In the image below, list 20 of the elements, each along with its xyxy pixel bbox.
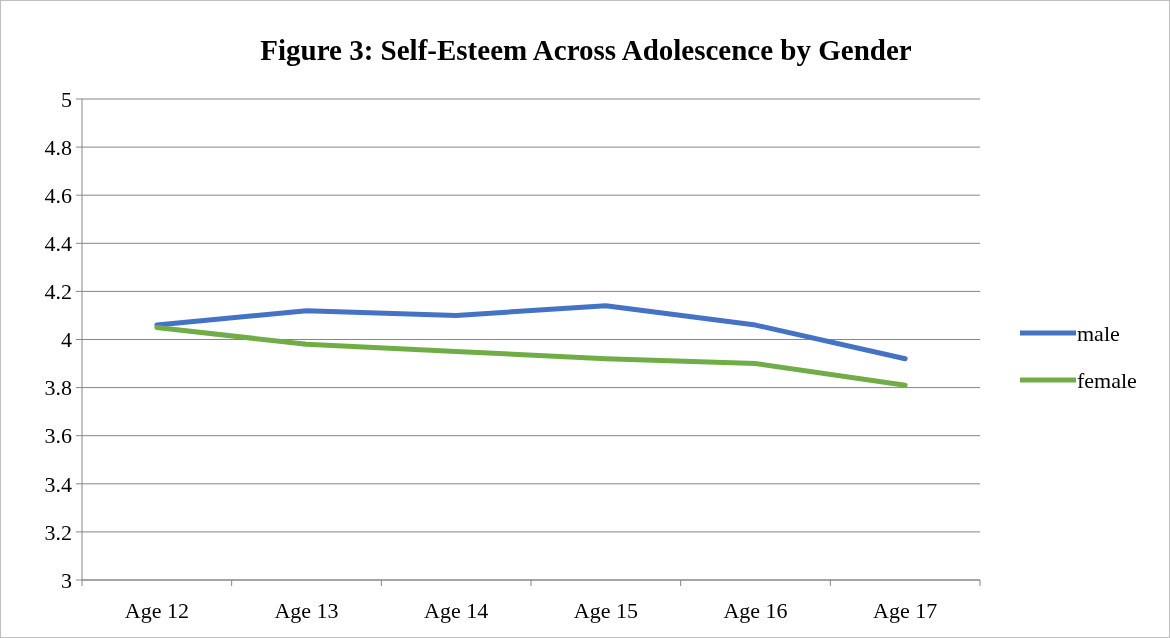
y-tick-label: 4.8	[44, 134, 72, 160]
y-tick-label: 5	[61, 86, 72, 112]
y-tick-label: 4.4	[44, 231, 72, 256]
y-tick-label: 4.2	[44, 279, 72, 305]
y-tick-label: 3.2	[44, 519, 72, 545]
x-tick-label: Age 15	[573, 598, 638, 623]
x-tick-label: Age 14	[424, 598, 489, 623]
x-tick-label: Age 16	[723, 598, 788, 623]
y-tick-label: 3.4	[44, 471, 72, 497]
y-tick-label: 3	[61, 567, 72, 593]
x-tick-label: Age 13	[274, 598, 339, 623]
legend-label: female	[1077, 367, 1137, 393]
y-tick-label: 4	[61, 327, 72, 353]
x-tick-label: Age 17	[873, 598, 938, 623]
legend-label: male	[1077, 320, 1120, 346]
x-tick-label: Age 12	[124, 598, 189, 623]
y-tick-label: 3.6	[44, 423, 72, 449]
y-tick-label: 4.6	[44, 182, 72, 208]
chart-title: Figure 3: Self-Esteem Across Adolescence by Gender	[260, 34, 912, 66]
y-tick-label: 3.8	[44, 375, 72, 401]
